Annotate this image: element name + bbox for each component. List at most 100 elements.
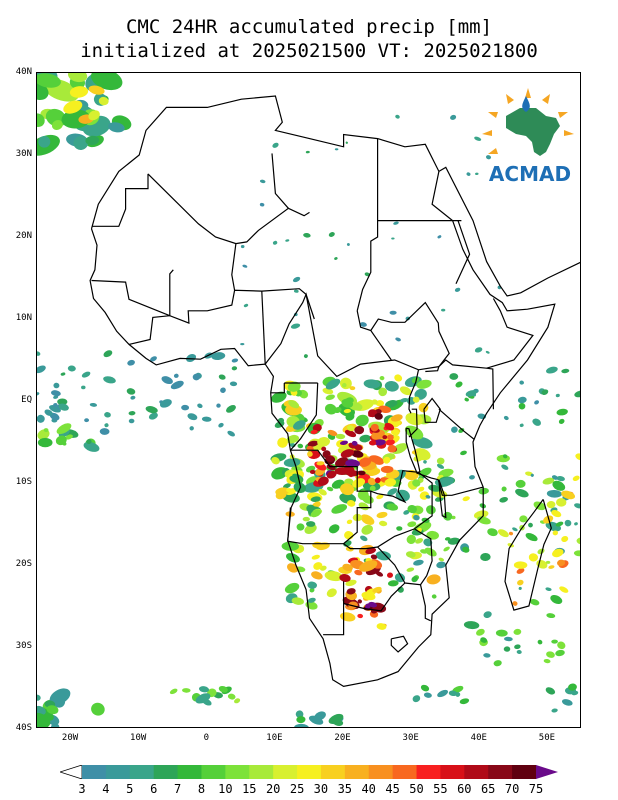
country-border (271, 153, 289, 209)
lat-label: 20S (15, 559, 32, 569)
precip-cell (575, 453, 580, 461)
precip-cell (423, 460, 427, 464)
precip-cell (358, 502, 369, 511)
precip-cell (340, 440, 348, 445)
precip-cell (50, 390, 61, 397)
precip-cell (374, 413, 383, 420)
precip-cell (423, 538, 433, 547)
precip-cell (406, 567, 415, 572)
precip-cell (346, 470, 360, 477)
country-border (290, 449, 378, 550)
precip-cell (407, 521, 417, 528)
precip-cell (359, 322, 367, 327)
precip-cell (572, 475, 580, 482)
precip-cell (282, 492, 300, 503)
precip-cell (345, 459, 360, 468)
precip-cell (443, 546, 450, 552)
precip-cell (372, 586, 382, 593)
precip-cell (528, 522, 533, 528)
precip-cell (395, 337, 401, 342)
precip-cell (512, 601, 518, 606)
precip-cell (425, 495, 431, 499)
precip-cell (469, 475, 475, 480)
precip-cell (218, 374, 226, 380)
precip-cell (304, 524, 317, 534)
precip-cell (476, 628, 485, 636)
precip-cell (197, 403, 203, 409)
colorbar-swatch (344, 765, 370, 779)
country-border (92, 173, 149, 227)
precip-cell (91, 702, 105, 716)
colorbar-label: 20 (265, 782, 281, 796)
precip-cell (361, 524, 373, 535)
country-border (287, 507, 344, 545)
precip-cell (376, 511, 388, 519)
precip-cell (325, 394, 335, 401)
precip-cell (519, 380, 524, 385)
precip-cell (376, 623, 387, 630)
country-border (91, 279, 171, 317)
precip-cell (390, 429, 400, 436)
precip-cell (556, 476, 565, 482)
country-border (370, 301, 450, 367)
precip-cell (306, 521, 316, 527)
country-border (261, 291, 266, 365)
precip-cell (296, 716, 306, 724)
precip-cell (437, 235, 442, 239)
precip-cell (449, 373, 459, 380)
precip-cell (311, 554, 320, 560)
lon-label: 20E (334, 733, 351, 743)
precip-cell (229, 381, 238, 387)
precip-cell (308, 715, 324, 725)
country-border (289, 382, 319, 451)
precip-cell (339, 612, 356, 622)
country-border (343, 582, 406, 612)
precip-cell (324, 403, 337, 415)
precip-cell (406, 534, 417, 544)
precip-cell (58, 403, 69, 411)
precip-cell (83, 441, 100, 452)
precip-cell (37, 365, 46, 374)
precip-cell (487, 528, 498, 537)
precip-cell (310, 429, 318, 435)
precip-cell (536, 559, 548, 569)
colorbar-label: 35 (337, 782, 353, 796)
colorbar-label: 40 (361, 782, 376, 796)
precip-cell (480, 553, 491, 561)
colorbar-label: 15 (242, 782, 257, 796)
precip-cell (543, 658, 551, 664)
precip-cell (384, 422, 395, 431)
precip-cell (284, 582, 300, 594)
precip-cell (344, 478, 354, 485)
colorbar-label: 6 (150, 782, 158, 796)
precip-cell (344, 429, 357, 438)
precip-cell (302, 516, 310, 522)
precip-cell (169, 688, 178, 695)
precip-cell (407, 505, 417, 514)
precip-cell (81, 371, 91, 378)
precip-cell (318, 488, 327, 496)
precip-cell (558, 418, 565, 424)
precip-cell (352, 478, 366, 488)
precip-cell (310, 509, 321, 518)
precip-cell (227, 693, 236, 700)
precip-cell (552, 548, 564, 558)
precip-cell (145, 405, 158, 414)
lon-label: 10E (266, 733, 283, 743)
precip-cell (503, 415, 509, 421)
precip-cell (436, 457, 445, 465)
precip-cell (561, 699, 573, 706)
precip-cell (525, 533, 538, 542)
precip-cell (99, 428, 110, 435)
precip-cell (104, 412, 111, 418)
map-title-line-1: CMC 24HR accumulated precip [mm] (125, 16, 493, 38)
precip-cell (98, 96, 109, 106)
country-border (408, 369, 420, 414)
colorbar-label: 55 (433, 782, 448, 796)
precip-cell (436, 561, 446, 569)
precip-cell (534, 400, 540, 405)
precip-cell (561, 490, 576, 500)
precip-cell (431, 594, 437, 599)
precip-cell (331, 504, 348, 514)
precip-cell (436, 463, 445, 469)
